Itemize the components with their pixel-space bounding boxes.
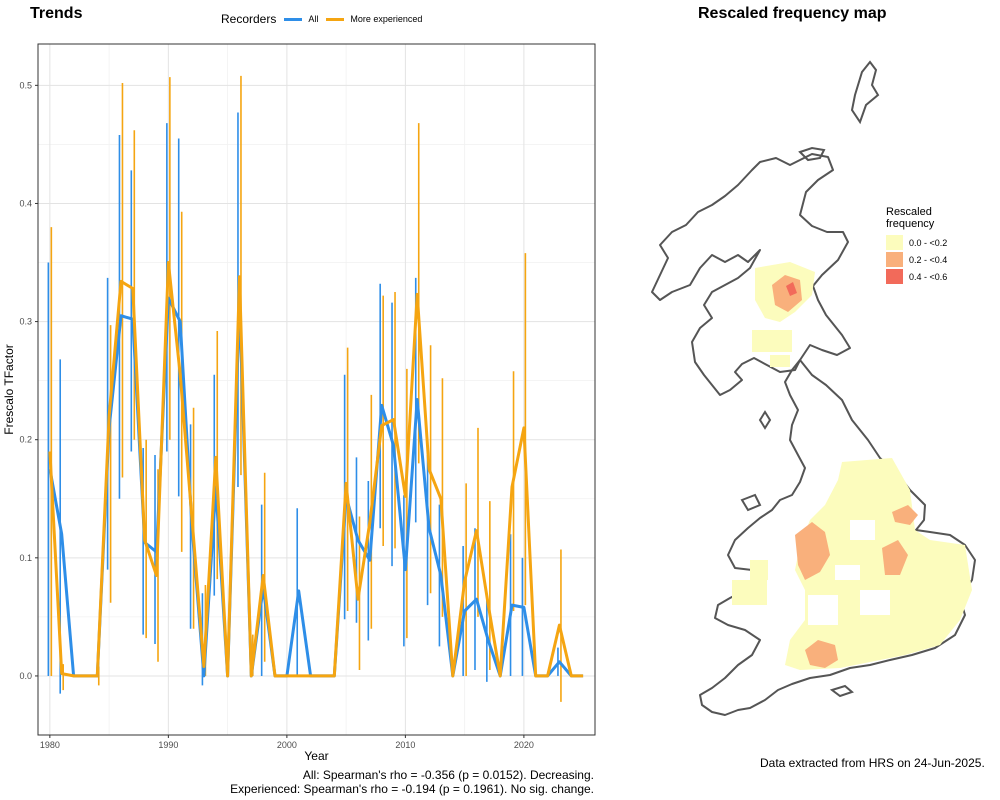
isle-of-man-outline xyxy=(758,410,772,430)
legend-title: Recorders xyxy=(221,12,277,26)
isle-of-wight-outline xyxy=(829,684,854,698)
mid-freq-east-midlands xyxy=(882,540,908,575)
mid-freq-midlands xyxy=(795,522,830,580)
map-legend-label-low: 0.0 - <0.2 xyxy=(909,237,948,248)
axis-ticks: 0.0 0.1 0.2 0.3 0.4 0.5 1980 1990 2000 2010 2020 xyxy=(19,80,533,750)
y-tick-label: 0.5 xyxy=(19,80,32,90)
gap-3 xyxy=(860,590,890,615)
legend-swatch-experienced xyxy=(326,17,345,21)
y-tick-label: 0.4 xyxy=(19,198,32,208)
series-line-experienced xyxy=(48,261,584,678)
chart-legend: Recorders All More experienced xyxy=(221,12,422,26)
shetland-outline xyxy=(850,60,880,125)
gap-2 xyxy=(808,595,838,625)
coverage-gaps xyxy=(808,520,890,625)
legend-item-all: All xyxy=(284,14,318,24)
low-freq-central-scotland xyxy=(752,330,792,352)
map-swatch-mid xyxy=(886,252,903,267)
x-tick-label: 1980 xyxy=(40,740,60,750)
legend-swatch-all xyxy=(284,17,303,21)
mid-freq-south xyxy=(805,640,838,668)
x-axis-label: Year xyxy=(304,749,328,763)
x-tick-label: 2010 xyxy=(395,740,415,750)
freq-class-mid xyxy=(772,275,918,668)
stats-caption: All: Spearman's rho = -0.356 (p = 0.0152… xyxy=(34,768,594,796)
legend-label-all: All xyxy=(308,14,319,24)
map-legend-title-1: Rescaled xyxy=(886,206,932,218)
map-legend-title-2: frequency xyxy=(886,218,935,230)
low-freq-wales xyxy=(732,580,767,605)
y-tick-label: 0.0 xyxy=(19,671,32,681)
map-swatch-low xyxy=(886,235,903,250)
map-legend-item-high: 0.4 - <0.6 xyxy=(886,268,947,285)
map-legend-item-low: 0.0 - <0.2 xyxy=(886,234,947,251)
caption-all: All: Spearman's rho = -0.356 (p = 0.0152… xyxy=(302,768,594,782)
x-tick-label: 2020 xyxy=(514,740,534,750)
map-legend-item-mid: 0.2 - <0.4 xyxy=(886,251,947,268)
mid-freq-lincs xyxy=(892,505,918,525)
gap-4 xyxy=(850,520,875,540)
chart-grid xyxy=(38,44,595,735)
x-tick-label: 2000 xyxy=(277,740,297,750)
legend-label-experienced: More experienced xyxy=(350,14,423,24)
freq-class-high xyxy=(786,282,797,296)
trends-title: Trends xyxy=(30,5,83,22)
low-freq-border xyxy=(770,355,790,367)
x-tick-label: 1990 xyxy=(158,740,178,750)
map-swatch-high xyxy=(886,269,903,284)
orkney-outline xyxy=(798,146,826,162)
map-legend-label-high: 0.4 - <0.6 xyxy=(909,271,948,282)
scotland-outline xyxy=(651,153,851,396)
mid-freq-scotland xyxy=(772,275,802,312)
legend-item-experienced: More experienced xyxy=(326,14,422,24)
source-caption: Data extracted from HRS on 24-Jun-2025. xyxy=(760,756,985,770)
y-tick-label: 0.2 xyxy=(19,435,32,445)
gb-frequency-map xyxy=(651,60,976,716)
y-tick-label: 0.1 xyxy=(19,553,32,563)
error-bars xyxy=(47,75,562,702)
y-axis-label: Frescalo TFactor xyxy=(2,344,16,434)
map-title: Rescaled frequency map xyxy=(698,5,887,22)
freq-class-low xyxy=(732,262,972,670)
map-legend-label-mid: 0.2 - <0.4 xyxy=(909,254,948,265)
caption-experienced: Experienced: Spearman's rho = -0.194 (p … xyxy=(230,782,594,796)
high-freq-scotland xyxy=(786,282,797,296)
low-freq-south-wales xyxy=(750,560,768,580)
trends-chart: 0.0 0.1 0.2 0.3 0.4 0.5 1980 1990 2000 2010 2020 Y… xyxy=(2,43,596,763)
england-wales-outline xyxy=(699,359,976,716)
series-lines xyxy=(48,261,584,678)
y-tick-label: 0.3 xyxy=(19,317,32,327)
anglesey-outline xyxy=(740,493,762,512)
map-legend: Rescaled frequency 0.0 - <0.2 0.2 - <0.4… xyxy=(886,206,947,285)
gap-1 xyxy=(835,565,860,580)
plot-frame xyxy=(37,43,596,736)
